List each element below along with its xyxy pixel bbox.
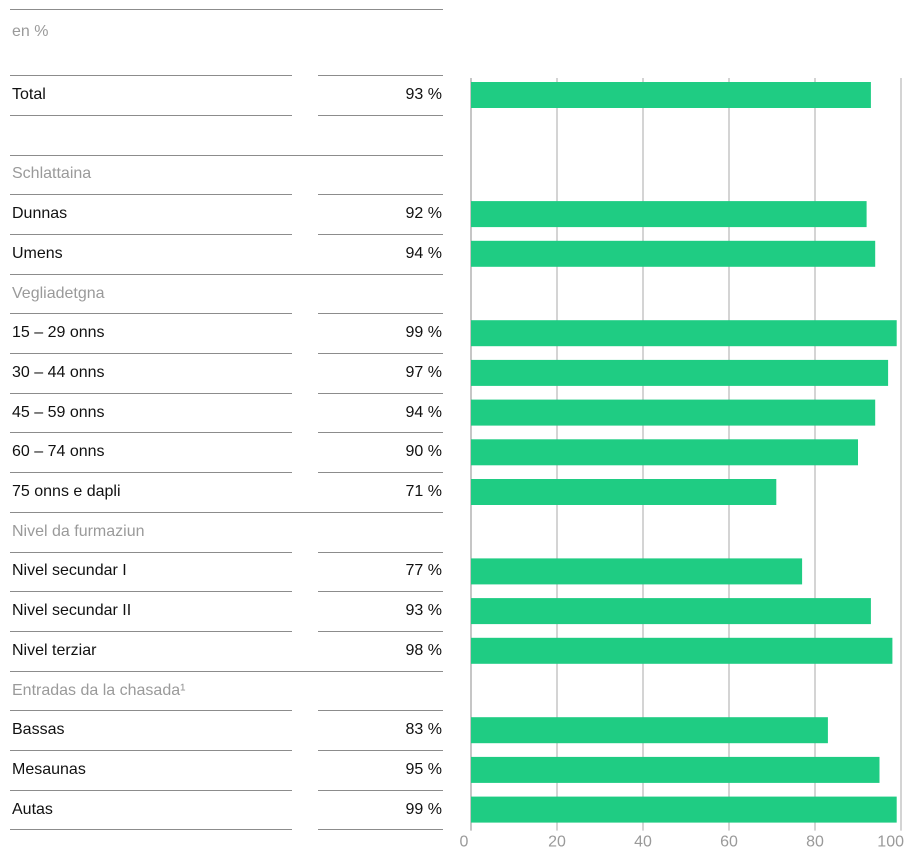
row-value: 71 % <box>405 483 442 500</box>
row-label: Dunnas <box>12 205 68 223</box>
section-heading: Nivel da furmaziun <box>12 522 145 540</box>
top-rule <box>10 9 443 10</box>
row-divider <box>318 353 443 354</box>
bar <box>471 717 828 744</box>
tick-label: 20 <box>548 834 566 851</box>
row-label: Nivel secundar II <box>12 602 132 620</box>
row-value: 99 % <box>405 800 442 818</box>
row-value: 83 % <box>405 721 442 739</box>
row-divider <box>318 75 443 76</box>
row-divider <box>10 750 292 751</box>
row-label: 60 – 74 onns <box>12 443 105 461</box>
row-value: 94 % <box>405 244 442 262</box>
row-label: Mesaunas <box>12 760 86 778</box>
row-value: 94 % <box>405 403 442 421</box>
row-divider <box>10 631 292 632</box>
row-value: 93 % <box>405 602 442 620</box>
row-value: 93 % <box>405 86 442 103</box>
row-value: 99 % <box>405 324 442 342</box>
row-value: 95 % <box>405 760 442 778</box>
row-divider <box>318 710 443 711</box>
row-divider <box>10 829 292 830</box>
row-label: 15 – 29 onns <box>12 324 105 342</box>
row-divider <box>10 393 292 394</box>
row-divider <box>10 790 292 791</box>
section-heading: Entradas da la chasada¹ <box>12 681 186 699</box>
bar <box>471 240 876 267</box>
row-label: 75 onns e dapli <box>12 483 121 500</box>
row-divider <box>318 393 443 394</box>
row-value: 98 % <box>405 641 442 659</box>
row-value: 90 % <box>405 443 442 461</box>
row-divider <box>318 829 443 830</box>
bar <box>471 796 897 823</box>
row-label: Nivel secundar I <box>12 562 127 580</box>
bar <box>471 598 871 625</box>
row-divider <box>318 631 443 632</box>
row-divider <box>318 790 443 791</box>
row-divider <box>10 274 443 275</box>
row-label: Total <box>12 86 46 103</box>
row-divider <box>318 591 443 592</box>
tick-label: 40 <box>634 834 652 851</box>
row-divider <box>10 710 292 711</box>
bar <box>471 558 803 585</box>
row-divider <box>318 313 443 314</box>
bar <box>471 201 867 228</box>
row-divider <box>318 552 443 553</box>
unit-label: en % <box>12 23 49 40</box>
tick-label: 0 <box>460 834 469 851</box>
bar <box>471 82 871 108</box>
row-divider <box>10 155 443 156</box>
tick-label: 80 <box>806 834 824 851</box>
row-divider <box>10 115 292 116</box>
row-label: Nivel terziar <box>12 641 97 659</box>
bar <box>471 637 893 664</box>
row-value: 77 % <box>405 562 442 580</box>
section-heading: Vegliadetgna <box>12 284 105 302</box>
row-label: Bassas <box>12 721 65 739</box>
row-divider <box>10 353 292 354</box>
row-label: Umens <box>12 244 63 262</box>
tick-label: 60 <box>720 834 738 851</box>
row-divider <box>10 591 292 592</box>
row-divider <box>318 750 443 751</box>
row-label: Autas <box>12 800 53 818</box>
bar <box>471 320 897 347</box>
row-divider <box>10 75 292 76</box>
row-label: 45 – 59 onns <box>12 403 105 421</box>
row-divider <box>10 432 292 433</box>
row-divider <box>318 115 443 116</box>
row-divider <box>10 313 292 314</box>
row-divider <box>10 234 292 235</box>
row-divider <box>10 512 443 513</box>
row-divider <box>10 671 443 672</box>
row-value: 97 % <box>405 363 442 381</box>
row-label: 30 – 44 onns <box>12 363 105 381</box>
bar <box>471 439 858 466</box>
tick-label: 100 <box>877 834 904 851</box>
bar <box>471 359 889 386</box>
row-divider <box>10 194 292 195</box>
row-divider <box>10 552 292 553</box>
bar <box>471 479 777 505</box>
row-value: 92 % <box>405 205 442 223</box>
row-divider <box>318 234 443 235</box>
row-divider <box>318 194 443 195</box>
bar <box>471 399 876 426</box>
row-divider <box>318 472 443 473</box>
row-divider <box>318 432 443 433</box>
section-heading: Schlattaina <box>12 165 92 183</box>
row-divider <box>10 472 292 473</box>
bar <box>471 756 880 783</box>
